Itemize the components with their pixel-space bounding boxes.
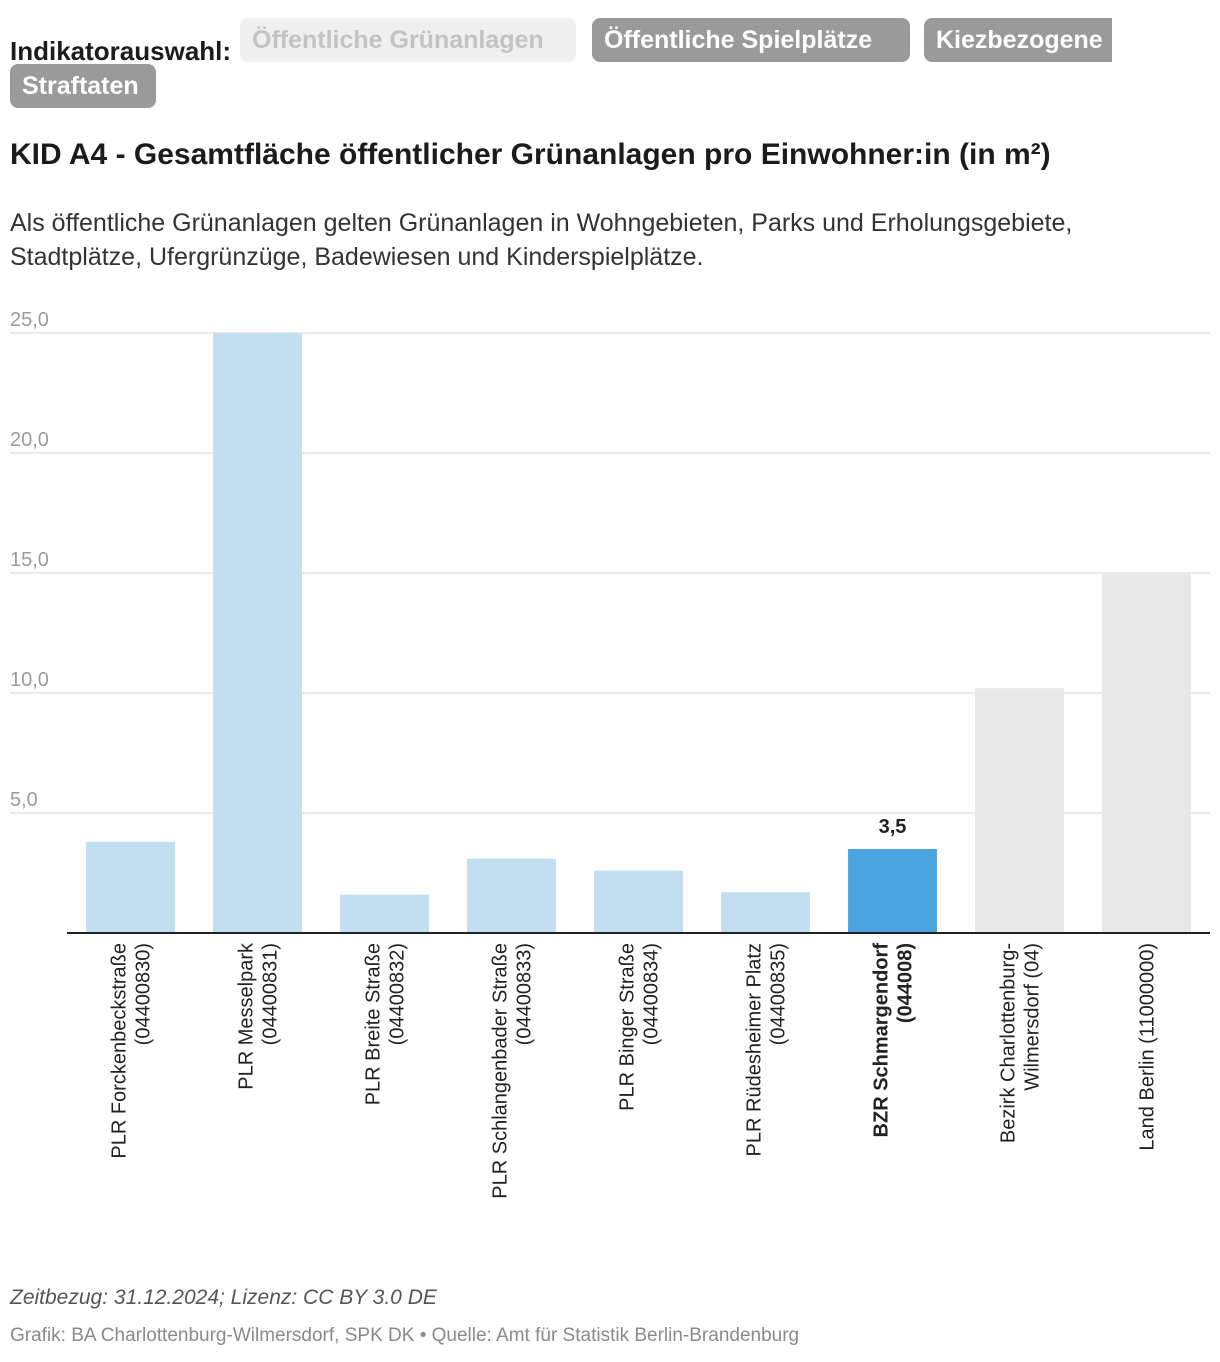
bar-1: [213, 333, 302, 933]
bar-chart: 5,0 10,0 15,0 20,0 25,0 PLR Forckenbeckstraße…: [10, 309, 1210, 1199]
tab-oeffentliche-spielplaetze[interactable]: Öffentliche Spielplätze: [592, 18, 910, 62]
x-tick-label: PLR Rüdesheimer Platz: [744, 943, 766, 1156]
bar-7: [975, 688, 1064, 933]
x-tick-label: (04400833): [514, 943, 536, 1045]
indicator-selector: Indikatorauswahl: Öffentliche Grünanlage…: [10, 10, 1112, 110]
y-tick-label: 10,0: [10, 669, 49, 691]
y-tick-label: 25,0: [10, 309, 49, 331]
x-tick-label: (04400835): [768, 943, 790, 1045]
x-tick-label: (04400831): [260, 943, 282, 1045]
bar-0: [86, 841, 175, 933]
x-tick-label: BZR Schmargendorf: [871, 943, 893, 1138]
x-tick-label: PLR Binger Straße: [617, 943, 639, 1111]
data-label: 3,5: [879, 816, 907, 838]
time-license-note: Zeitbezug: 31.12.2024; Lizenz: CC BY 3.0…: [10, 1286, 437, 1309]
bar-8: [1102, 573, 1191, 933]
y-tick-label: 15,0: [10, 549, 49, 571]
bar-5: [721, 892, 810, 933]
tab-kiezbezogene-straftaten-continued[interactable]: Straftaten: [10, 64, 156, 108]
x-tick-label: PLR Breite Straße: [363, 943, 385, 1105]
x-tick-label: (044008): [895, 943, 917, 1023]
bar-2: [340, 894, 429, 933]
bar-3: [467, 858, 556, 933]
source-credits: Grafik: BA Charlottenburg-Wilmersdorf, S…: [10, 1325, 800, 1346]
x-tick-label: Wilmersdorf (04): [1022, 943, 1044, 1091]
x-tick-label: (04400830): [133, 943, 155, 1045]
x-tick-label: (04400832): [387, 943, 409, 1045]
x-tick-label: PLR Messelpark: [236, 942, 258, 1090]
y-tick-label: 5,0: [10, 789, 38, 811]
y-tick-label: 20,0: [10, 429, 49, 451]
tab-kiezbezogene-straftaten[interactable]: Kiezbezogene: [924, 18, 1112, 62]
x-tick-label: Land Berlin (11000000): [1137, 943, 1159, 1151]
chart-description: Als öffentliche Grünanlagen gelten Grüna…: [10, 209, 1073, 271]
selector-label: Indikatorauswahl:: [10, 36, 232, 66]
bar-4: [594, 870, 683, 933]
tab-oeffentliche-gruenanlagen[interactable]: Öffentliche Grünanlagen: [240, 18, 576, 62]
x-tick-label: PLR Schlangenbader Straße: [490, 943, 512, 1199]
bar-6: [848, 849, 937, 933]
x-tick-label: PLR Forckenbeckstraße: [109, 943, 131, 1159]
x-tick-label: Bezirk Charlottenburg-: [998, 943, 1020, 1143]
x-tick-label: (04400834): [641, 943, 663, 1045]
chart-title: KID A4 - Gesamtfläche öffentlicher Grüna…: [10, 138, 1051, 171]
